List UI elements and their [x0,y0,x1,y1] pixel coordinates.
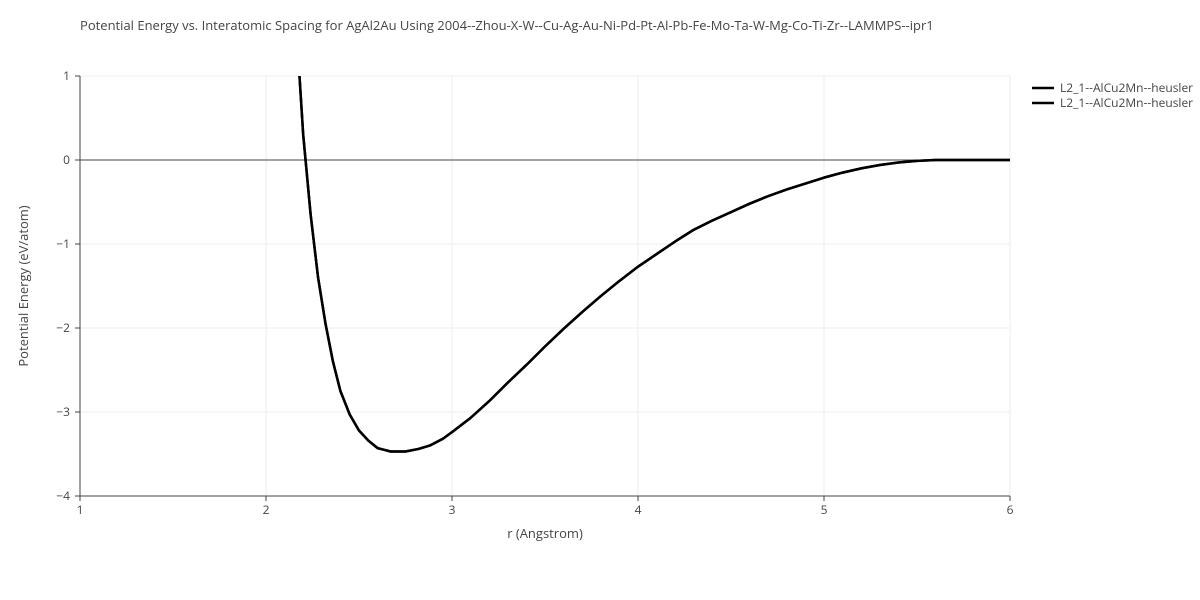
x-tick-label: 2 [263,501,270,518]
y-axis-label: Potential Energy (eV/atom) [14,205,32,366]
x-tick-label: 6 [1007,501,1014,518]
series-group [299,76,1010,451]
y-tick-label: −1 [56,235,70,252]
axes [80,76,1010,496]
legend: L2_1--AlCu2Mn--heuslerL2_1--AlCu2Mn--heu… [1032,79,1193,111]
x-tick-label: 5 [821,501,828,518]
x-axis-label: r (Angstrom) [507,524,583,542]
y-tick-label: −4 [56,487,70,504]
x-tick-label: 4 [635,501,642,518]
x-ticks: 1 2 3 4 5 6 [77,496,1014,518]
y-tick-label: 0 [63,151,70,168]
gridlines [80,76,1010,496]
y-tick-label: −3 [56,403,70,420]
legend-item[interactable]: L2_1--AlCu2Mn--heusler [1032,94,1193,111]
y-ticks: −4 −3 −2 −1 0 1 [56,67,80,504]
legend-label: L2_1--AlCu2Mn--heusler [1060,94,1193,111]
chart-container: Potential Energy vs. Interatomic Spacing… [0,0,1200,600]
series-line [299,76,1010,451]
potential-energy-chart: Potential Energy vs. Interatomic Spacing… [0,0,1200,600]
chart-title: Potential Energy vs. Interatomic Spacing… [80,16,934,34]
x-tick-label: 3 [449,501,456,518]
y-tick-label: 1 [63,67,70,84]
series-line [299,76,1010,451]
y-tick-label: −2 [56,319,70,336]
x-tick-label: 1 [77,501,84,518]
